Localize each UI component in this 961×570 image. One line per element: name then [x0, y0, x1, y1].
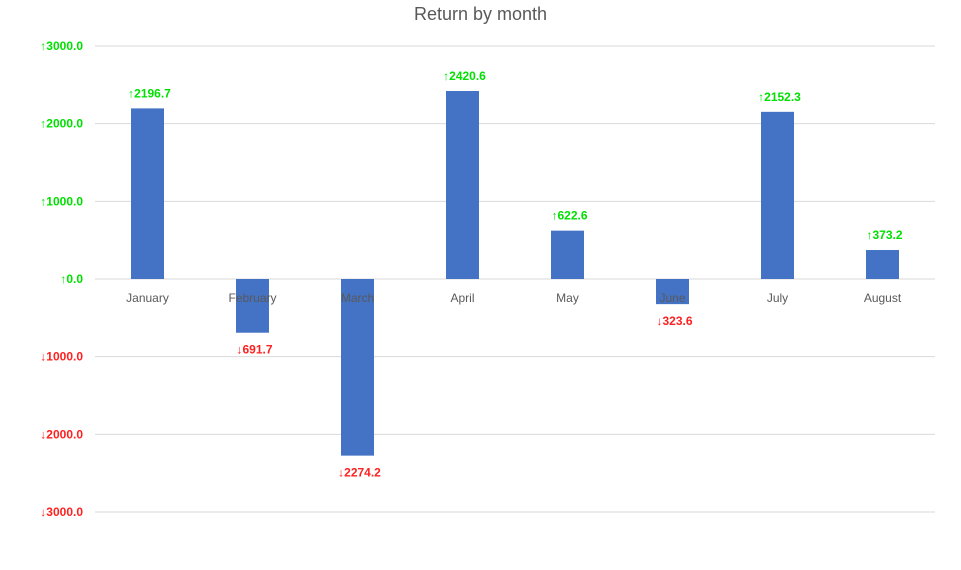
x-tick-label: March: [341, 291, 374, 305]
labels: ↑3000.0 ↑2000.0 ↑1000.0 ↑0.0 ↓1000.0 ↓2000.0 ↓…: [40, 39, 903, 519]
y-tick-label: ↓1000.0: [40, 350, 83, 364]
y-tick-label: ↑1000.0: [40, 194, 83, 208]
data-label: ↑622.6: [551, 209, 587, 223]
bar: [236, 279, 269, 333]
data-label: ↓2274.2: [338, 466, 381, 480]
data-label: ↑2152.3: [758, 90, 801, 104]
x-tick-label: August: [864, 291, 902, 305]
bar: [131, 108, 164, 279]
x-tick-label: January: [126, 291, 169, 305]
bar: [866, 250, 899, 279]
data-label: ↑2196.7: [128, 86, 171, 100]
chart-title: Return by month: [413, 4, 548, 24]
y-tick-label: ↓3000.0: [40, 505, 83, 519]
bars: [131, 91, 899, 456]
y-tick-label: ↑3000.0: [40, 39, 83, 53]
gridlines: [95, 45, 935, 513]
data-label: ↑2420.6: [443, 69, 486, 83]
x-tick-label: June: [659, 291, 685, 305]
bar: [761, 111, 794, 279]
bar: [656, 279, 689, 305]
x-tick-label: July: [767, 291, 788, 305]
bar: [341, 279, 374, 456]
bar: [551, 230, 584, 279]
bar: [446, 91, 479, 280]
y-tick-label: ↑0.0: [60, 272, 83, 286]
data-label: ↓691.7: [236, 343, 272, 357]
x-tick-label: May: [556, 291, 579, 305]
x-tick-label: April: [450, 291, 474, 305]
data-label: ↑373.2: [866, 228, 902, 242]
data-label: ↓323.6: [656, 314, 692, 328]
x-tick-label: February: [228, 291, 276, 305]
y-tick-label: ↑2000.0: [40, 117, 83, 131]
y-tick-label: ↓2000.0: [40, 427, 83, 441]
